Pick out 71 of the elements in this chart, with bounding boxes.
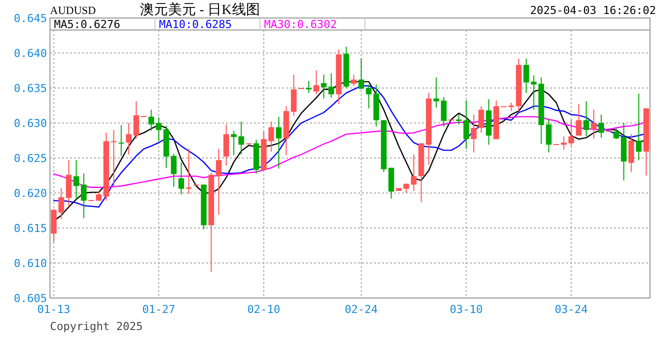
candlestick — [313, 70, 320, 95]
candlestick — [230, 130, 237, 156]
candlestick — [403, 182, 410, 194]
candlestick — [576, 104, 582, 136]
candlestick — [58, 188, 64, 220]
candlestick — [170, 153, 177, 188]
candlestick — [186, 148, 192, 194]
candlestick — [470, 114, 477, 153]
x-tick-label: 01-27 — [142, 303, 176, 316]
y-tick-label: 0.615 — [14, 222, 47, 235]
y-tick-label: 0.610 — [14, 257, 47, 270]
candlestick — [568, 119, 574, 147]
chart-title: 澳元美元 - 日K线图 — [140, 2, 260, 18]
x-tick-label: 03-10 — [450, 303, 483, 316]
candlestick — [268, 121, 274, 152]
candlestick — [478, 106, 484, 134]
candlestick — [110, 130, 117, 188]
candlestick — [410, 154, 417, 192]
candlestick — [328, 72, 334, 98]
candlestick — [560, 136, 567, 150]
text: AUDUSD — [50, 5, 96, 17]
candlestick — [156, 116, 162, 142]
text: MA10:0.6285 — [159, 18, 232, 31]
candlestick — [456, 113, 462, 125]
candlestick — [238, 121, 244, 155]
text: MA5:0.6276 — [54, 18, 120, 31]
y-tick-label: 0.640 — [14, 47, 47, 60]
text: MA30:0.6302 — [264, 18, 337, 31]
y-tick-label: 0.625 — [14, 152, 47, 165]
candlestick — [133, 100, 140, 139]
candlestick — [148, 109, 154, 132]
candlestick — [66, 160, 72, 207]
x-tick-label: 03-24 — [554, 303, 588, 316]
candlestick — [598, 114, 604, 138]
x-tick-label: 02-24 — [344, 303, 378, 316]
candlestick — [546, 119, 552, 153]
candlestick — [358, 58, 364, 90]
candlestick — [613, 128, 620, 140]
candlestick — [306, 80, 312, 94]
candlestick — [350, 74, 357, 86]
y-tick-label: 0.635 — [14, 82, 47, 95]
candlestick — [433, 77, 440, 108]
text: 2025-04-03 16:26:02 — [530, 4, 656, 17]
y-tick-label: 0.605 — [14, 292, 47, 305]
candlestick — [320, 74, 327, 99]
candlestick — [590, 109, 597, 139]
candlestick — [276, 116, 282, 169]
y-tick-label: 0.645 — [14, 12, 47, 25]
x-tick-label: 01-13 — [37, 303, 70, 316]
y-tick-label: 0.630 — [14, 117, 47, 130]
candlestick — [463, 100, 470, 150]
x-tick-label: 02-10 — [247, 303, 280, 316]
candlestick — [530, 74, 537, 110]
candlestick — [223, 124, 230, 166]
candlestick — [126, 122, 132, 155]
candlestick — [290, 74, 297, 116]
candlestick — [118, 124, 124, 156]
candlestick — [216, 148, 222, 216]
candlestick — [440, 96, 447, 127]
candlestick — [73, 160, 80, 200]
candlestick — [80, 172, 87, 219]
candlestick — [388, 167, 394, 200]
candlestick — [50, 208, 57, 242]
text: Copyright 2025 — [50, 320, 143, 333]
candlestick — [583, 100, 590, 137]
candlestick — [523, 58, 530, 94]
candlestick — [178, 162, 184, 195]
y-tick-label: 0.620 — [14, 187, 47, 200]
candlestick — [636, 93, 642, 161]
candlestick — [628, 134, 634, 172]
candlestick — [366, 84, 372, 109]
